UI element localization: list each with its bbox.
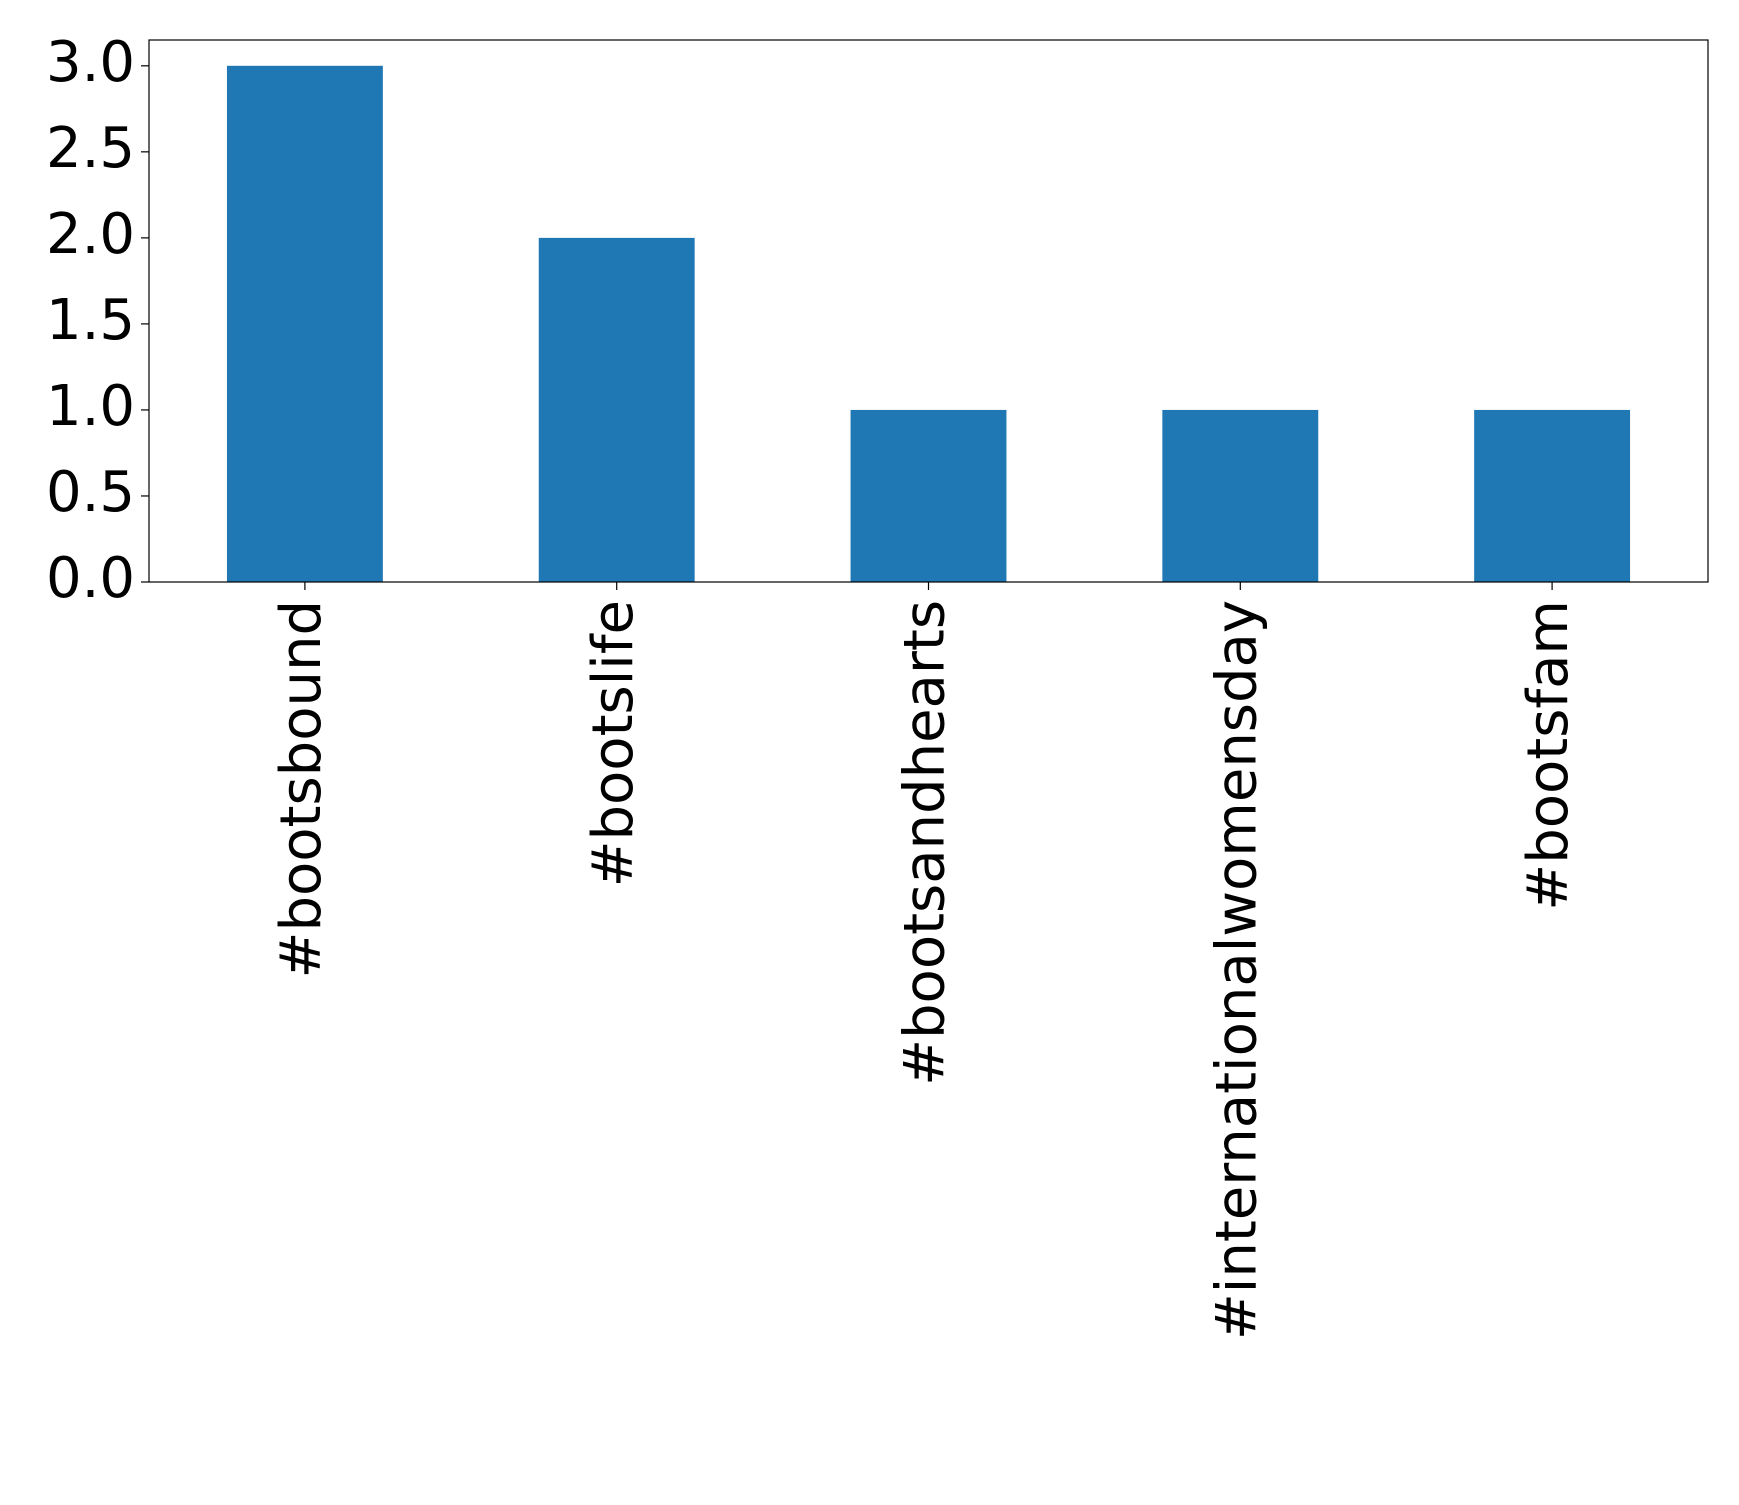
y-tick-label: 0.5 (46, 460, 135, 525)
x-tick-label: #internationalwomensday (1204, 600, 1269, 1340)
bar (850, 409, 1007, 582)
x-tick-label: #bootsfam (1516, 600, 1581, 911)
y-tick-label: 1.5 (46, 288, 135, 353)
x-tick-label: #bootsbound (269, 600, 334, 978)
bar (1474, 409, 1631, 582)
bar (538, 237, 695, 582)
bar (226, 65, 383, 583)
axes-frame (148, 39, 1709, 583)
y-tick-label: 2.5 (46, 116, 135, 181)
y-tick-label: 1.0 (46, 374, 135, 439)
x-tick-label: #bootsandhearts (893, 600, 958, 1086)
y-tick-label: 0.0 (46, 546, 135, 611)
bar (1162, 409, 1319, 582)
y-tick-label: 2.0 (46, 202, 135, 267)
y-tick-label: 3.0 (46, 30, 135, 95)
x-tick-label: #bootslife (581, 600, 646, 887)
